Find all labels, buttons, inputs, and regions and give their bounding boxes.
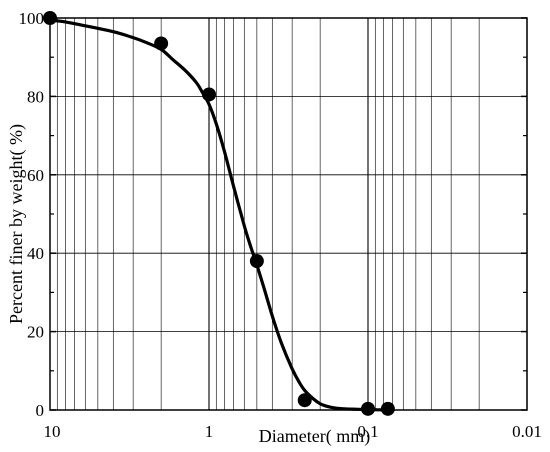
data-point	[249, 254, 264, 269]
y-tick-label: 100	[19, 9, 45, 28]
data-point	[154, 36, 169, 51]
y-tick-label: 0	[36, 401, 45, 420]
data-point	[380, 401, 395, 416]
tick-labels: 0 20 40 60 80 100 10 1 0.1 0.01	[19, 9, 542, 441]
x-tick-label: 1	[205, 422, 214, 441]
x-tick-label: 10	[44, 422, 61, 441]
x-tick-label: 0.1	[357, 422, 378, 441]
data-markers	[43, 11, 395, 416]
x-axis-title: Diameter( mm)	[259, 426, 370, 447]
y-tick-label: 20	[27, 323, 44, 342]
plot-frame	[49, 17, 528, 411]
x-tick-label: 0.01	[512, 422, 542, 441]
fitted-curve	[48, 18, 390, 412]
data-point	[202, 87, 216, 102]
y-axis-title: Percent finer by weight( %)	[6, 124, 27, 324]
y-tick-label: 40	[27, 244, 44, 263]
y-tick-label: 80	[27, 87, 44, 106]
fitted-line-series	[48, 18, 390, 412]
grid	[50, 17, 528, 411]
data-point	[361, 401, 375, 416]
data-point	[297, 393, 312, 408]
y-tick-label: 60	[27, 166, 44, 185]
